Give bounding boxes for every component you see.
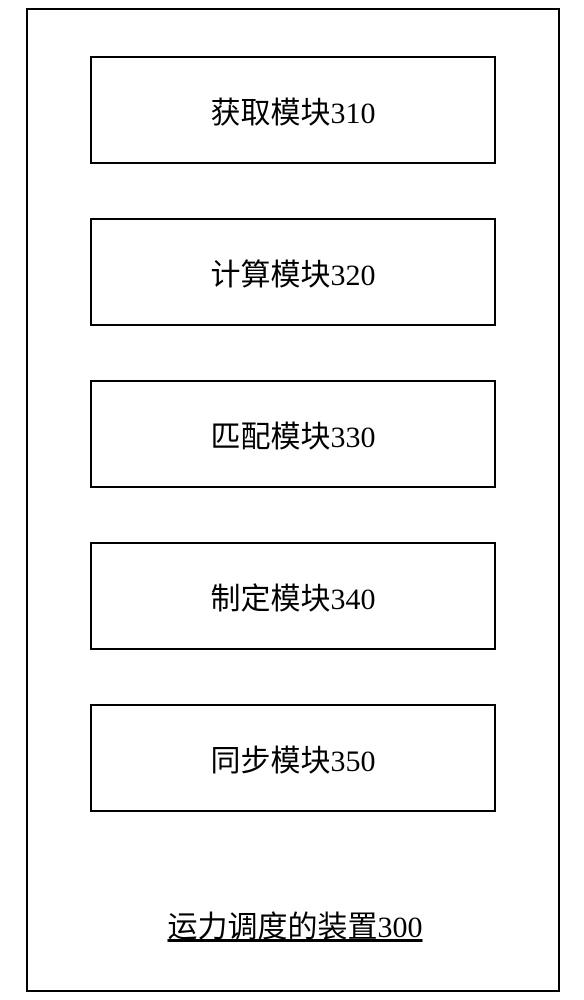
module-label: 同步模块350 [211,736,376,780]
diagram-canvas: 获取模块310 计算模块320 匹配模块330 制定模块340 同步模块350 … [0,0,584,1000]
module-box-formulate: 制定模块340 [90,542,496,650]
module-box-acquire: 获取模块310 [90,56,496,164]
module-label: 匹配模块330 [211,412,376,456]
module-label: 计算模块320 [211,250,376,294]
diagram-caption: 运力调度的装置300 [150,902,440,946]
module-box-compute: 计算模块320 [90,218,496,326]
module-box-sync: 同步模块350 [90,704,496,812]
module-box-match: 匹配模块330 [90,380,496,488]
module-label: 制定模块340 [211,574,376,618]
module-label: 获取模块310 [211,88,376,132]
